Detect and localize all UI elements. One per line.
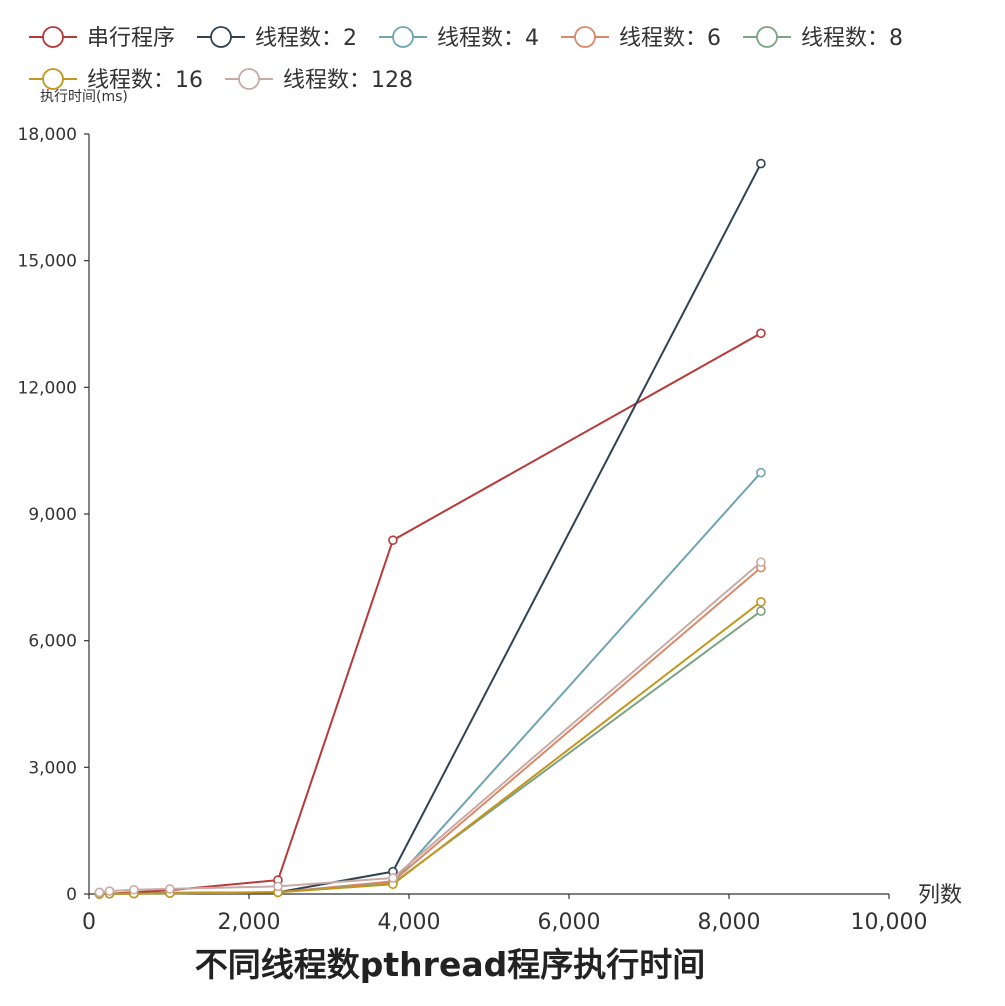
legend-marker-icon [210,26,232,48]
series [94,557,766,898]
series-line [99,332,762,895]
legend-label: 线程数：4 [437,26,539,51]
series [94,562,766,899]
x-axis-label: 列数 [918,883,962,908]
legend-marker-icon [392,26,414,48]
data-point [756,467,766,478]
series-group [94,158,766,899]
data-point [273,881,283,892]
legend-marker-icon [42,68,64,90]
legend-marker-icon [574,26,596,48]
legend-item[interactable]: 线程数：2 [197,26,357,51]
series [94,597,766,899]
legend-label: 串行程序 [87,26,175,51]
legend-item[interactable]: 线程数：4 [379,26,539,51]
x-tick-label: 0 [82,910,96,935]
y-tick-label: 3,000 [28,758,77,778]
legend-label: 线程数：16 [87,68,203,93]
series-line [99,163,762,895]
legend-item[interactable]: 线程数：8 [743,26,903,51]
legend-item[interactable]: 线程数：6 [561,26,721,51]
y-tick-label: 6,000 [28,632,77,652]
legend-item[interactable]: 串行程序 [29,26,175,51]
series-line [99,561,762,894]
y-tick-label: 18,000 [18,125,77,145]
series-line [99,471,762,895]
x-tick-label: 2,000 [218,910,281,935]
x-axis: 0 2,000 4,000 6,000 8,000 10,000 [82,893,928,935]
y-tick-label: 0 [66,885,77,905]
legend-marker-icon [238,68,260,90]
series-line [99,610,762,895]
legend: 串行程序 线程数：2 线程数：4 线程数：6 线程数：8 线程数：16 线程数：128 [29,26,903,93]
legend-marker-icon [42,26,64,48]
data-point [165,884,175,894]
x-tick-label: 4,000 [378,910,441,935]
series [94,328,766,899]
y-axis-label: 执行时间(ms) [40,89,128,105]
series [94,158,766,899]
data-point [388,535,398,545]
chart-title: 不同线程数pthread程序执行时间 [195,945,705,984]
legend-label: 线程数：6 [619,26,721,51]
x-tick-label: 10,000 [851,910,928,935]
legend-item[interactable]: 线程数：16 [29,68,203,93]
legend-item[interactable]: 线程数：128 [225,68,413,93]
y-axis: 0 3,000 6,000 9,000 12,000 15,000 18,000 [18,125,90,905]
data-point [756,158,766,169]
y-tick-label: 12,000 [18,378,77,398]
legend-marker-icon [756,26,778,48]
data-point [129,884,139,895]
legend-label: 线程数：2 [255,26,357,51]
x-tick-label: 8,000 [698,910,761,935]
data-point [756,597,766,607]
data-point [756,606,766,616]
data-point [94,887,105,898]
legend-label: 线程数：128 [283,68,413,93]
data-point [388,873,398,883]
data-point [756,557,766,567]
legend-label: 线程数：8 [801,26,903,51]
y-tick-label: 15,000 [18,252,77,272]
y-tick-label: 9,000 [28,505,77,525]
data-point [756,328,766,339]
data-point [104,886,115,896]
x-tick-label: 6,000 [538,910,601,935]
